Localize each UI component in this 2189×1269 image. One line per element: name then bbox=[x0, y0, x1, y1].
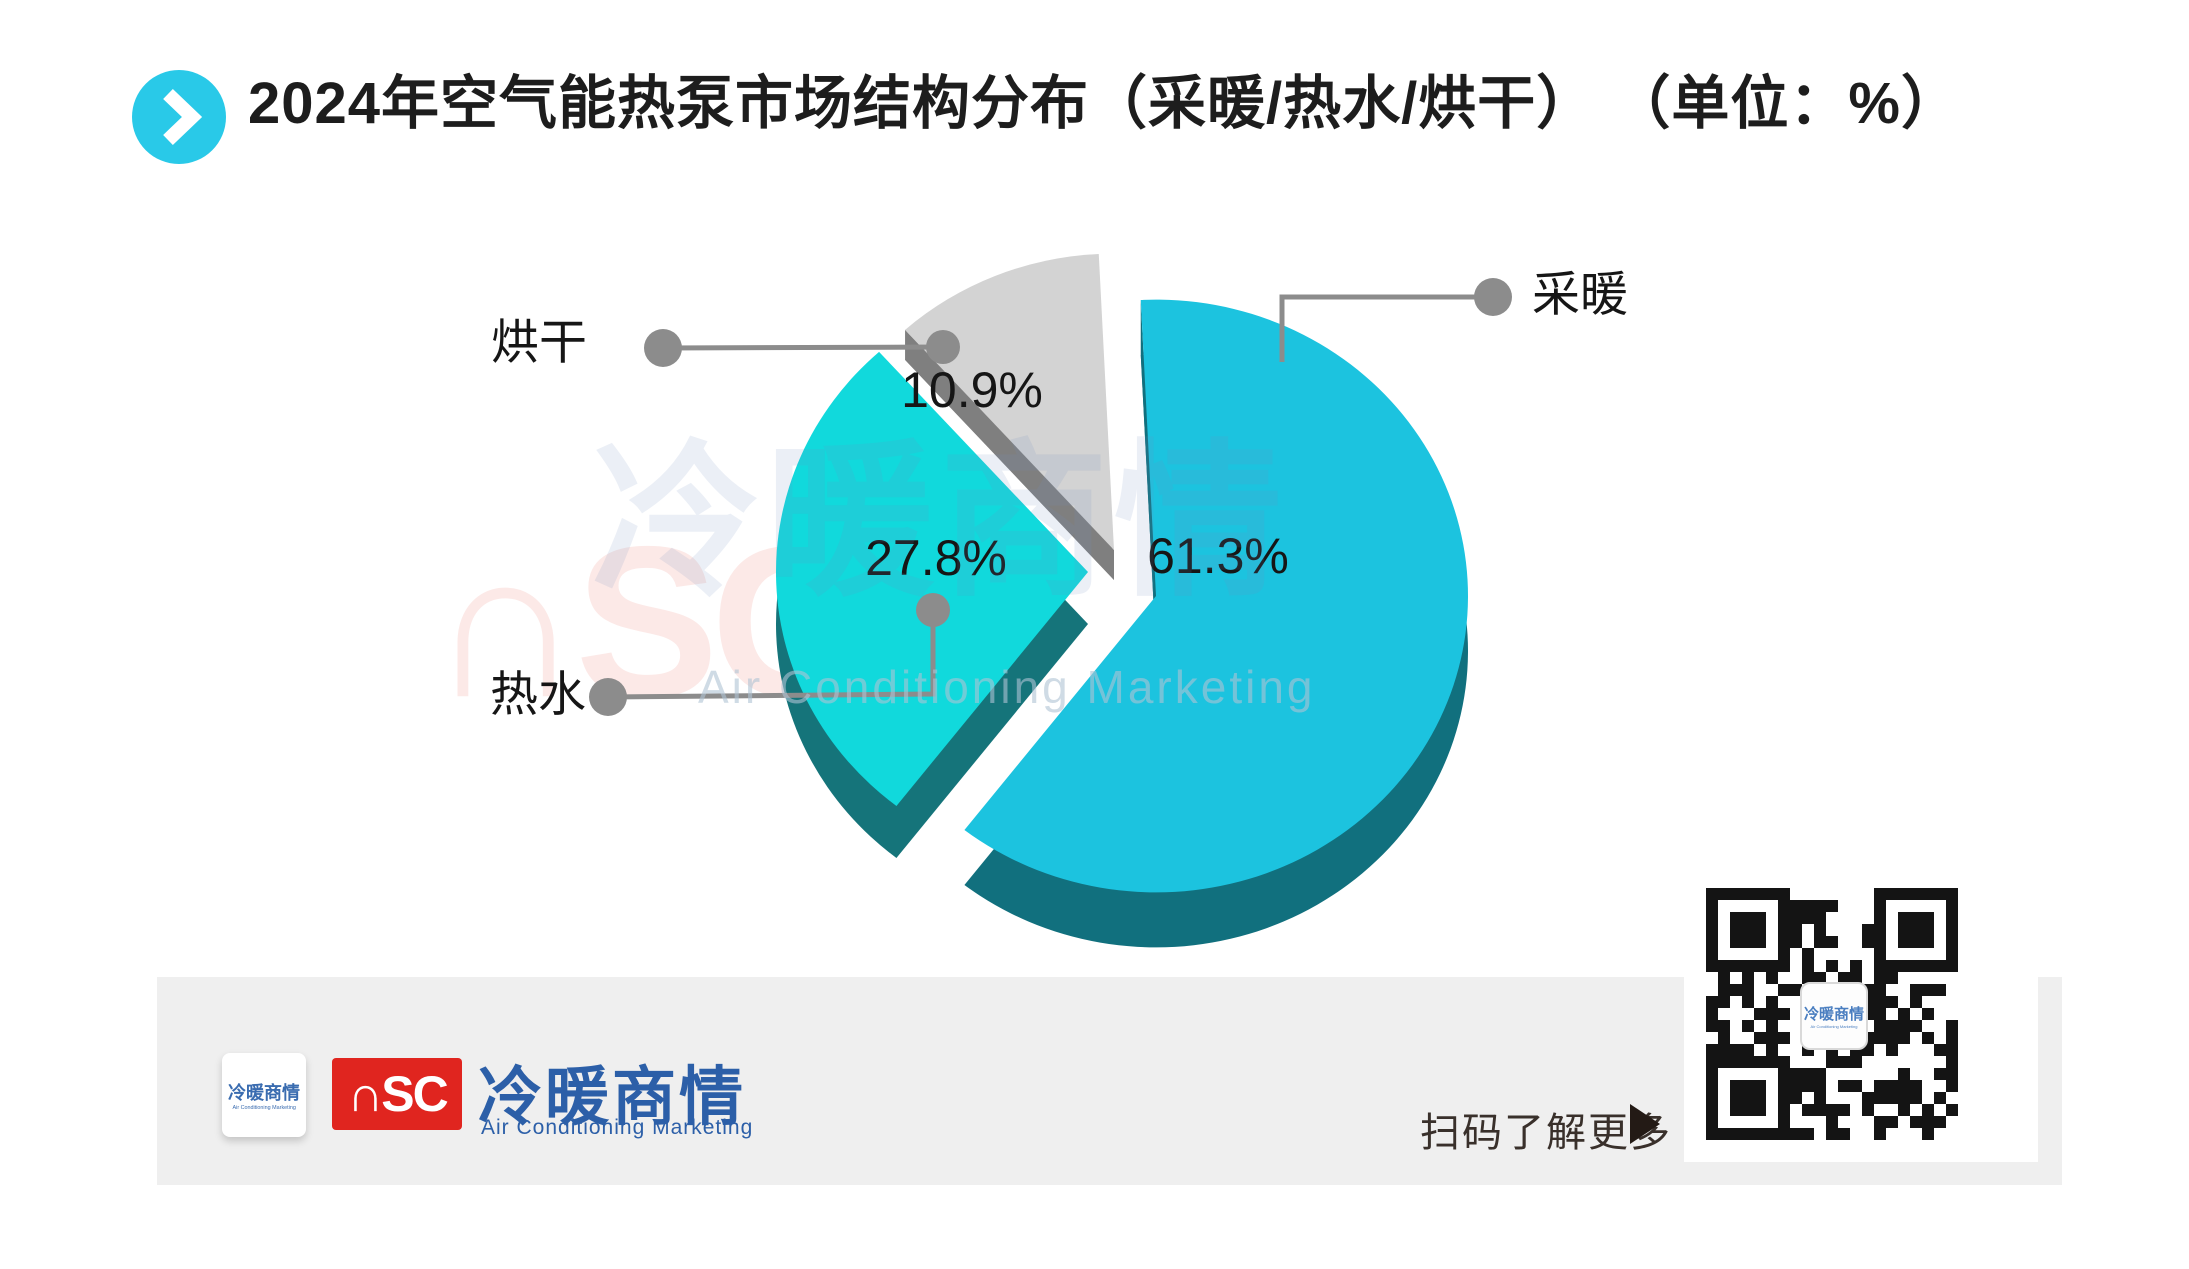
qr-center-logo: 冷暖商情 Air Conditioning Marketing bbox=[1800, 982, 1868, 1050]
callout-dot-2 bbox=[926, 330, 960, 364]
slice-label-1: 热水 bbox=[490, 669, 586, 722]
callout-dot-0 bbox=[1474, 278, 1512, 316]
watermark-brand-text: 冷暖商情 bbox=[592, 428, 1288, 616]
chevron-right-icon bbox=[132, 70, 226, 164]
page-title: 2024年空气能热泵市场结构分布（采暖/热水/烘干） （单位：%） bbox=[248, 71, 1960, 136]
watermark-english-text: Air Conditioning Marketing bbox=[698, 661, 1316, 713]
mini-logo-text: 冷暖商情 bbox=[228, 1083, 300, 1103]
slice-percent-0: 61.3% bbox=[1147, 528, 1289, 584]
pie-slice-sidewall-0 bbox=[1140, 299, 1156, 651]
callout-line-1 bbox=[607, 610, 936, 700]
callout-dot-2 bbox=[644, 329, 682, 367]
slice-label-0: 采暖 bbox=[1532, 269, 1628, 322]
arrow-right-icon bbox=[1630, 1104, 1660, 1144]
slice-percent-1: 27.8% bbox=[865, 530, 1007, 586]
mini-logo-subtext: Air Conditioning Marketing bbox=[232, 1105, 296, 1111]
slice-label-2: 烘干 bbox=[491, 317, 587, 370]
brand-name: 冷暖商情 bbox=[478, 1061, 746, 1133]
pie-slice-0 bbox=[964, 299, 1469, 893]
qr-caption: 扫码了解更多 bbox=[1420, 1111, 1672, 1155]
callout-dot-1 bbox=[589, 678, 627, 716]
nsc-logo-initials: ∩SC bbox=[347, 1066, 449, 1122]
qr-center-logo-subtext: Air Conditioning Marketing bbox=[1810, 1024, 1858, 1029]
pie-slice-2 bbox=[905, 253, 1114, 550]
callout-dot-1 bbox=[916, 593, 950, 627]
qr-center-logo-text: 冷暖商情 bbox=[1803, 1006, 1864, 1023]
callout-line-0 bbox=[1279, 294, 1493, 362]
nsc-brand-logo: ∩SC bbox=[332, 1058, 462, 1130]
callout-line-2 bbox=[662, 344, 944, 351]
footer-mini-logo-card: 冷暖商情 Air Conditioning Marketing bbox=[222, 1053, 306, 1137]
qr-modules bbox=[1706, 888, 1958, 1140]
pie-slice-sidewall-2 bbox=[905, 329, 1114, 580]
brand-subtitle: Air Conditioning Marketing bbox=[481, 1116, 754, 1139]
slice-percent-2: 10.9% bbox=[901, 362, 1043, 418]
